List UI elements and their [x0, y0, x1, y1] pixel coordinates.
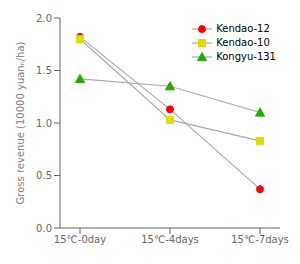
svg-text:15℃-4days: 15℃-4days — [141, 234, 199, 245]
html-text:Kongyu-131: Kongyu-131 — [216, 51, 276, 62]
svg-text:Gross revenue (10000 yuanₙ/ha): Gross revenue (10000 yuanₙ/ha) — [15, 41, 26, 204]
svg-text:15℃-7days: 15℃-7days — [231, 234, 289, 245]
svg-text:0.0: 0.0 — [36, 223, 52, 234]
svg-text:15℃-0day: 15℃-0day — [54, 234, 106, 245]
html-text:Kendao-10: Kendao-10 — [216, 37, 270, 48]
svg-text:1.0: 1.0 — [36, 118, 52, 129]
svg-text:2.0: 2.0 — [36, 13, 52, 24]
svg-text:1.5: 1.5 — [36, 65, 52, 76]
html-text:Kendao-12: Kendao-12 — [216, 23, 270, 34]
svg-text:0.5: 0.5 — [36, 170, 52, 181]
